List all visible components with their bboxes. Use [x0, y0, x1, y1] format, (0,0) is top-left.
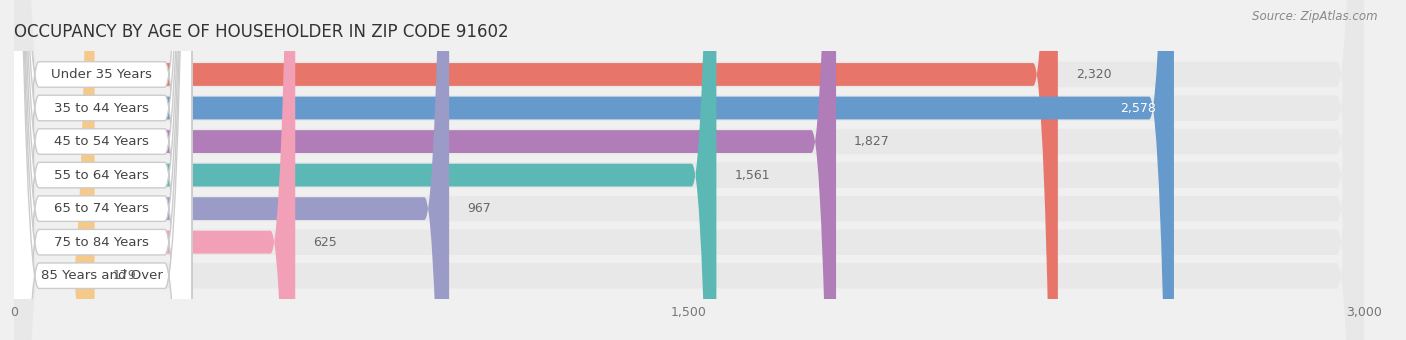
Text: 625: 625	[314, 236, 337, 249]
FancyBboxPatch shape	[14, 0, 1364, 340]
Text: 967: 967	[467, 202, 491, 215]
Text: 2,320: 2,320	[1076, 68, 1112, 81]
Text: Source: ZipAtlas.com: Source: ZipAtlas.com	[1253, 10, 1378, 23]
Text: 85 Years and Over: 85 Years and Over	[41, 269, 163, 282]
Text: 1,827: 1,827	[853, 135, 890, 148]
FancyBboxPatch shape	[14, 0, 1364, 340]
FancyBboxPatch shape	[14, 0, 1364, 340]
FancyBboxPatch shape	[11, 0, 191, 340]
FancyBboxPatch shape	[11, 0, 191, 340]
FancyBboxPatch shape	[14, 0, 1364, 340]
FancyBboxPatch shape	[14, 0, 94, 340]
Text: 65 to 74 Years: 65 to 74 Years	[55, 202, 149, 215]
FancyBboxPatch shape	[14, 0, 1364, 340]
Text: 45 to 54 Years: 45 to 54 Years	[55, 135, 149, 148]
FancyBboxPatch shape	[14, 0, 1057, 340]
Text: 55 to 64 Years: 55 to 64 Years	[55, 169, 149, 182]
FancyBboxPatch shape	[11, 0, 191, 340]
Text: 1,561: 1,561	[734, 169, 770, 182]
FancyBboxPatch shape	[14, 0, 295, 340]
FancyBboxPatch shape	[14, 0, 1364, 340]
Text: 2,578: 2,578	[1121, 102, 1156, 115]
Text: 179: 179	[112, 269, 136, 282]
Text: Under 35 Years: Under 35 Years	[52, 68, 152, 81]
FancyBboxPatch shape	[11, 0, 191, 340]
FancyBboxPatch shape	[14, 0, 1174, 340]
FancyBboxPatch shape	[11, 0, 191, 340]
FancyBboxPatch shape	[14, 0, 717, 340]
FancyBboxPatch shape	[14, 0, 837, 340]
FancyBboxPatch shape	[11, 0, 191, 340]
Text: 35 to 44 Years: 35 to 44 Years	[55, 102, 149, 115]
FancyBboxPatch shape	[14, 0, 1364, 340]
Text: OCCUPANCY BY AGE OF HOUSEHOLDER IN ZIP CODE 91602: OCCUPANCY BY AGE OF HOUSEHOLDER IN ZIP C…	[14, 23, 509, 41]
FancyBboxPatch shape	[11, 0, 191, 340]
FancyBboxPatch shape	[14, 0, 449, 340]
Text: 75 to 84 Years: 75 to 84 Years	[55, 236, 149, 249]
